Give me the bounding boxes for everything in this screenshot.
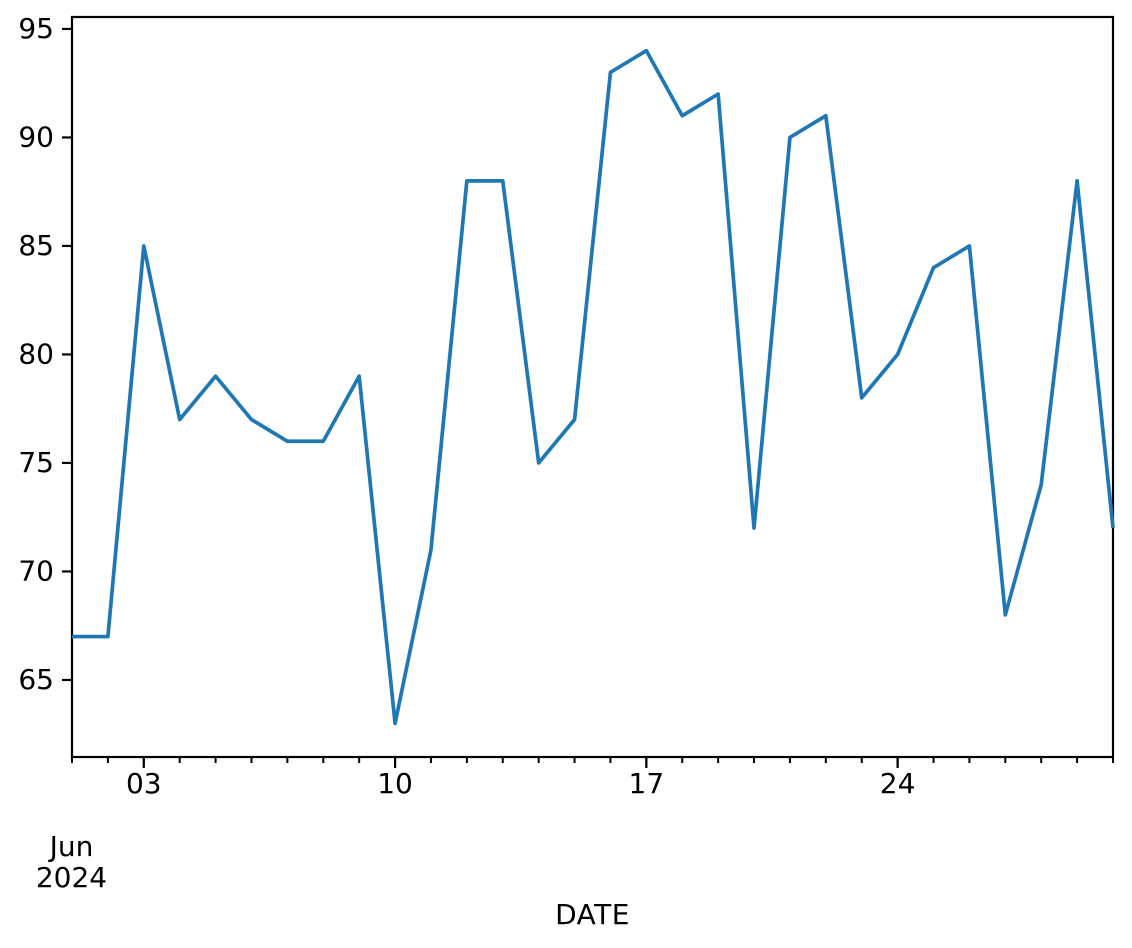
y-tick-label: 75 [18, 446, 54, 479]
x-offset-month-label: Jun [49, 830, 94, 863]
x-axis-offset-label: Jun 2024 [19, 831, 124, 893]
x-offset-year-label: 2024 [35, 861, 108, 894]
y-tick-label: 80 [18, 337, 54, 370]
x-tick-label: 17 [629, 767, 665, 800]
y-tick-label: 70 [18, 554, 54, 587]
series-line [72, 48, 1115, 726]
y-tick-label: 90 [18, 120, 54, 153]
x-tick-label: 24 [880, 767, 916, 800]
y-tick-label: 65 [18, 663, 54, 696]
y-tick-label: 85 [18, 229, 54, 262]
x-tick-label: 03 [126, 767, 162, 800]
y-tick-label: 95 [18, 12, 54, 45]
plot-border [70, 15, 1115, 759]
x-tick-label: 10 [377, 767, 413, 800]
x-axis-label: DATE [555, 898, 630, 931]
